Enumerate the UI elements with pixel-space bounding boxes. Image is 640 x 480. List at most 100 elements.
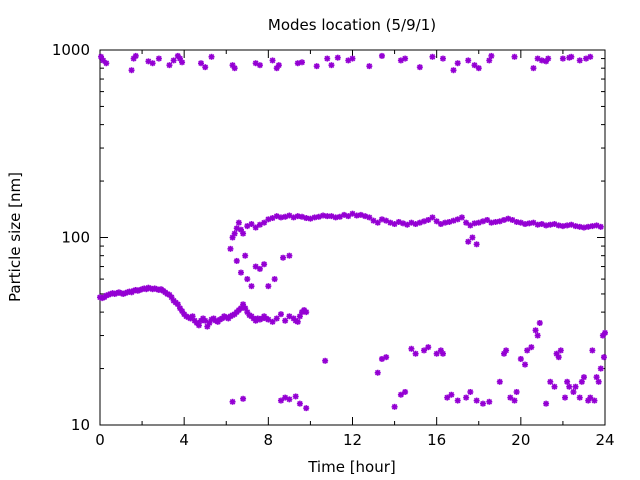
data-point <box>593 374 600 381</box>
data-point <box>600 354 607 361</box>
data-point <box>202 64 209 71</box>
data-point <box>433 218 440 225</box>
data-point <box>522 361 529 368</box>
data-point <box>429 53 436 60</box>
data-point <box>486 57 493 64</box>
x-tick-label: 0 <box>95 431 105 449</box>
data-point <box>465 238 472 245</box>
data-point <box>439 350 446 357</box>
data-point <box>559 55 566 62</box>
data-point <box>454 397 461 404</box>
x-tick-label: 12 <box>343 431 362 449</box>
data-point <box>299 59 305 66</box>
data-point <box>536 319 543 326</box>
data-point <box>513 388 520 395</box>
data-point <box>248 221 255 228</box>
data-point <box>357 211 364 218</box>
data-point <box>517 355 524 362</box>
data-point <box>282 317 289 324</box>
chart-title: Modes location (5/9/1) <box>268 16 436 34</box>
data-point <box>408 345 415 352</box>
data-point <box>416 64 423 71</box>
data-point <box>273 315 280 322</box>
data-point <box>463 394 470 401</box>
data-point <box>235 219 242 226</box>
x-tick-label: 20 <box>511 431 530 449</box>
data-point <box>242 252 249 259</box>
data-point <box>488 52 495 59</box>
data-point <box>303 309 310 316</box>
data-point <box>475 65 482 72</box>
data-point <box>503 347 510 354</box>
data-point <box>534 332 541 339</box>
y-tick-label: 10 <box>71 416 90 434</box>
data-point <box>155 55 162 62</box>
data-point <box>562 394 569 401</box>
data-point <box>240 230 247 237</box>
x-tick-label: 8 <box>264 431 274 449</box>
data-point <box>530 65 537 72</box>
data-point <box>252 263 259 270</box>
data-point <box>557 347 564 354</box>
data-point <box>479 400 486 407</box>
data-point <box>391 403 398 410</box>
data-point <box>170 57 177 64</box>
x-tick-label: 16 <box>427 431 446 449</box>
data-point <box>271 276 278 283</box>
data-point <box>576 394 583 401</box>
data-point <box>580 374 587 381</box>
data-point <box>345 213 352 220</box>
data-point <box>545 55 552 62</box>
data-point <box>383 354 390 361</box>
data-point <box>378 52 385 59</box>
data-point <box>244 276 251 283</box>
data-point <box>269 57 276 64</box>
data-point <box>128 67 135 74</box>
data-point <box>227 245 234 252</box>
x-tick-label: 4 <box>179 431 189 449</box>
data-point <box>425 344 432 351</box>
data-point <box>269 318 276 325</box>
data-point <box>511 397 518 404</box>
data-point <box>195 322 202 329</box>
data-point <box>433 350 440 357</box>
x-axis-label: Time [hour] <box>307 458 396 476</box>
data-point <box>473 241 480 248</box>
data-point <box>233 257 240 264</box>
data-point <box>578 378 585 385</box>
data-point <box>465 57 472 64</box>
data-point <box>429 214 436 221</box>
data-point <box>568 53 575 60</box>
data-point <box>292 393 299 400</box>
data-point <box>237 269 244 276</box>
data-point <box>412 350 419 357</box>
data-point <box>324 55 331 62</box>
data-point <box>597 365 604 372</box>
x-tick-label: 24 <box>595 431 614 449</box>
data-point <box>439 55 446 62</box>
y-tick-label: 1000 <box>52 41 90 59</box>
data-point <box>507 394 514 401</box>
data-point <box>179 59 186 66</box>
data-point <box>595 378 602 385</box>
data-point <box>132 52 139 59</box>
data-point <box>587 53 594 60</box>
data-point <box>374 369 381 376</box>
data-point <box>484 216 491 223</box>
data-point <box>149 60 156 67</box>
data-point <box>248 283 255 290</box>
data-point <box>277 397 284 404</box>
data-point <box>591 397 598 404</box>
data-point <box>240 395 247 402</box>
data-point <box>602 329 608 336</box>
data-point <box>261 261 268 268</box>
data-point <box>322 357 329 364</box>
data-point <box>587 394 594 401</box>
data-point <box>532 327 539 334</box>
data-point <box>296 400 303 407</box>
data-points <box>97 52 608 412</box>
data-point <box>597 223 604 230</box>
data-point <box>463 219 470 226</box>
data-point <box>479 218 486 225</box>
data-point <box>534 221 541 228</box>
